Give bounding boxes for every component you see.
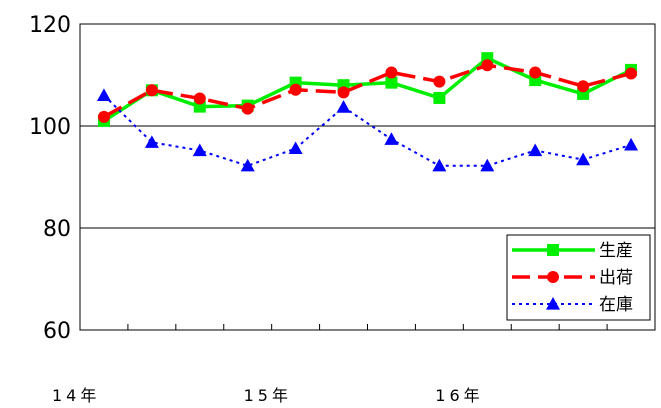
series-3 bbox=[96, 88, 639, 172]
data-point bbox=[289, 83, 302, 96]
data-point bbox=[577, 80, 590, 93]
data-point bbox=[481, 59, 494, 72]
data-point bbox=[433, 91, 446, 104]
data-point bbox=[528, 143, 543, 157]
data-point bbox=[337, 86, 350, 99]
x-tick-label: 14年 bbox=[52, 386, 100, 405]
data-point bbox=[433, 75, 446, 88]
grid-lines bbox=[80, 125, 655, 229]
y-tick-label: 60 bbox=[43, 319, 71, 344]
series-line bbox=[103, 94, 632, 167]
data-point bbox=[547, 244, 559, 256]
legend-label: 生産 bbox=[599, 241, 633, 261]
data-point bbox=[385, 76, 398, 89]
data-point bbox=[480, 158, 495, 172]
data-point bbox=[547, 271, 559, 283]
series-line bbox=[103, 63, 632, 119]
data-point bbox=[193, 92, 206, 105]
legend-item: 出荷 bbox=[512, 268, 633, 288]
data-point bbox=[625, 67, 638, 80]
series-group bbox=[96, 52, 639, 172]
data-point bbox=[240, 158, 255, 172]
legend-item: 生産 bbox=[512, 241, 633, 261]
data-point bbox=[576, 152, 591, 166]
data-point bbox=[144, 135, 159, 148]
y-axis: 60 80 100 120 bbox=[29, 13, 71, 344]
series-2 bbox=[97, 59, 638, 123]
legend-label: 出荷 bbox=[599, 268, 633, 288]
series-1 bbox=[97, 52, 638, 127]
legend-item: 在庫 bbox=[512, 295, 633, 315]
data-point bbox=[384, 132, 399, 145]
x-axis: 14年 15年 16年 bbox=[52, 324, 608, 405]
data-point bbox=[288, 141, 303, 155]
y-tick-label: 120 bbox=[29, 13, 71, 38]
data-point bbox=[546, 297, 560, 310]
x-tick-label: 16年 bbox=[435, 386, 483, 405]
data-point bbox=[624, 137, 639, 151]
series-line bbox=[103, 56, 632, 123]
x-tick-label: 15年 bbox=[244, 386, 292, 405]
data-point bbox=[96, 88, 111, 101]
data-point bbox=[432, 158, 447, 172]
data-point bbox=[336, 100, 351, 113]
data-point bbox=[529, 66, 542, 79]
data-point bbox=[97, 110, 110, 123]
data-point bbox=[192, 143, 207, 157]
y-tick-label: 100 bbox=[29, 115, 71, 140]
data-point bbox=[241, 102, 254, 115]
legend-label: 在庫 bbox=[599, 295, 633, 315]
y-tick-label: 80 bbox=[43, 217, 71, 242]
data-point bbox=[385, 66, 398, 79]
data-point bbox=[145, 84, 158, 97]
